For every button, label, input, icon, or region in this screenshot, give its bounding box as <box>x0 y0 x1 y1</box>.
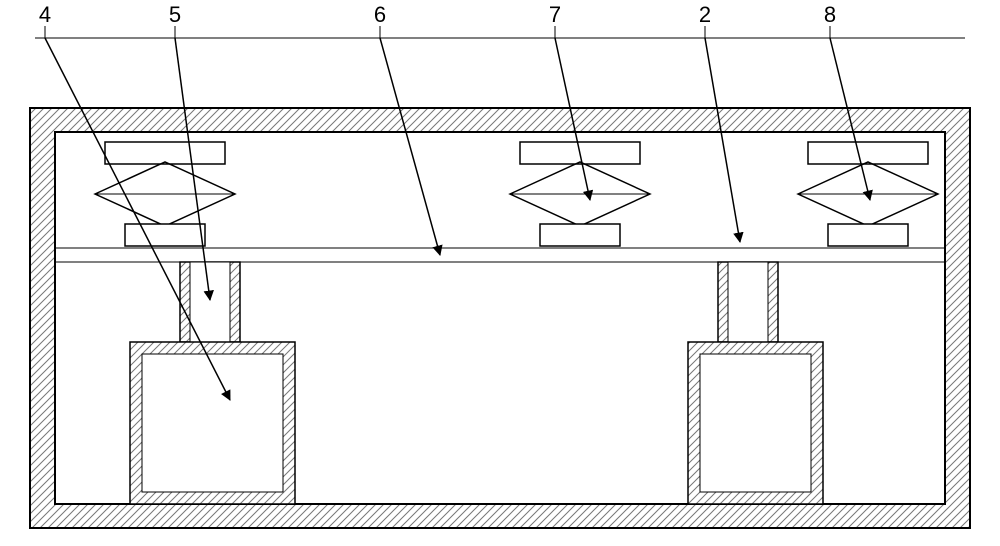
diagram-layer: 4 5 6 7 2 8 <box>30 2 970 528</box>
jack-1-bottom-plate <box>540 224 620 246</box>
callout-label-5: 5 <box>169 2 181 27</box>
jack-0-top-plate <box>105 142 225 164</box>
callout-label-7: 7 <box>549 2 561 27</box>
callout-label-2: 2 <box>699 2 711 27</box>
support-1-stem-inner <box>728 262 768 342</box>
callout-label-8: 8 <box>824 2 836 27</box>
callout-label-4: 4 <box>39 2 51 27</box>
jack-2-top-plate <box>808 142 928 164</box>
callout-label-6: 6 <box>374 2 386 27</box>
support-1-base-inner <box>700 354 811 492</box>
support-0-stem-inner <box>190 262 230 342</box>
diagram-canvas: 4 5 6 7 2 8 <box>0 0 1000 546</box>
support-0-base-inner <box>142 354 283 492</box>
jack-0-bottom-plate <box>125 224 205 246</box>
jack-2-bottom-plate <box>828 224 908 246</box>
